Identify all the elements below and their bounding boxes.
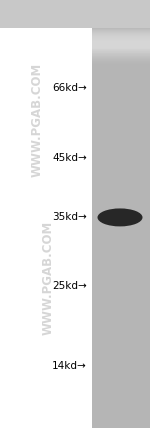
Text: WWW.PGAB.COM: WWW.PGAB.COM [42,221,54,335]
Bar [92,40,150,60]
Bar [92,46,150,66]
Text: 45kd→: 45kd→ [52,152,87,163]
Bar [92,31,150,51]
Bar [92,43,150,63]
Bar [92,30,150,50]
Bar [92,28,150,48]
Bar [92,47,150,67]
Bar [92,33,150,53]
Bar [92,39,150,59]
Bar [92,36,150,56]
Bar [0,0,92,428]
Bar [92,32,150,52]
Bar [0,0,150,28]
Bar [92,44,150,64]
Bar [92,45,150,65]
Bar [92,37,150,57]
Bar [92,38,150,58]
Text: 35kd→: 35kd→ [52,212,87,223]
Bar [92,41,150,61]
Bar [92,35,150,55]
Bar [92,29,150,49]
Bar [92,34,150,54]
Bar [92,0,150,428]
Text: 66kd→: 66kd→ [52,83,87,93]
Ellipse shape [98,208,142,226]
Text: 25kd→: 25kd→ [52,281,87,291]
Bar [92,42,150,62]
Text: 14kd→: 14kd→ [52,361,87,371]
Text: WWW.PGAB.COM: WWW.PGAB.COM [31,63,44,177]
